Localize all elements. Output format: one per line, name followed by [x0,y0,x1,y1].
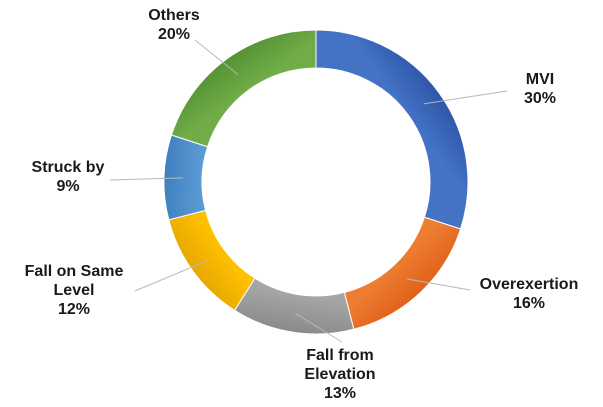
slice-labels: MVI 30% Overexertion 16% Fall from Elevation 1… [25,7,579,402]
slice-others [170,29,317,148]
slice-percent: 20% [158,26,190,43]
slice-category: Fall on Same [25,263,124,280]
leader-line [194,39,239,75]
slice-percent: 16% [513,295,545,312]
slice-label: Struck by 9% [32,159,105,195]
slice-percent: 12% [58,301,90,318]
slice-category: Elevation [304,366,375,383]
donut-slices [163,29,469,335]
leader-lines [109,39,508,343]
slice-percent: 30% [524,90,556,107]
leader-line [109,177,184,181]
slice-fall-from-elevation [233,277,355,335]
leader-line [294,312,343,343]
slice-category: MVI [526,71,554,88]
slice-label: Fall from Elevation 13% [304,347,375,402]
slice-category: Level [54,282,95,299]
slice-label: Overexertion 16% [480,276,579,312]
slice-label: Others 20% [148,7,200,43]
slice-category: Struck by [32,159,105,176]
slice-overexertion [343,216,462,330]
slice-percent: 13% [324,385,356,402]
slice-category: Others [148,7,200,24]
slice-category: Overexertion [480,276,579,293]
slice-label: MVI 30% [524,71,556,107]
slice-mvi [315,29,469,230]
slice-percent: 9% [56,178,79,195]
leader-line [134,259,209,292]
slice-fall-on-same-level [168,209,256,312]
slice-struck-by [163,134,209,221]
slice-category: Fall from [306,347,374,364]
leader-line [423,90,508,105]
leader-line [406,278,471,291]
slice-label: Fall on Same Level 12% [25,263,124,318]
